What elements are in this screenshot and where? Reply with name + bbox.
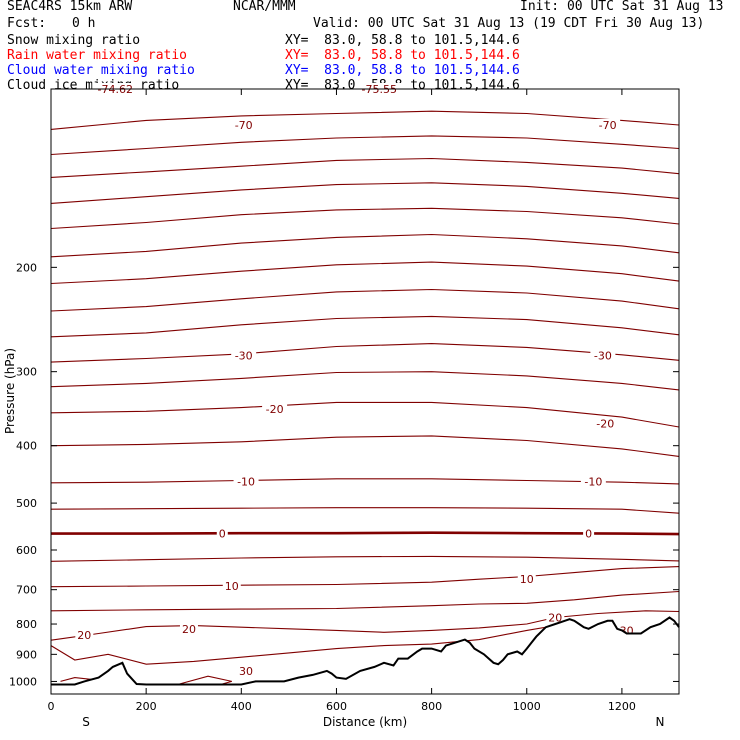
isotherm-line — [50, 343, 680, 363]
isotherm-label: -30 — [594, 350, 612, 363]
isotherm-label-bg — [222, 579, 241, 592]
plot-frame — [50, 88, 680, 695]
field-label-snow: Snow mixing ratio — [7, 33, 141, 48]
forecast-label: Fcst: — [7, 16, 47, 31]
isotherm-label-bg — [590, 349, 616, 362]
field-xy-cloud-water: XY= 83.0, 58.8 to 101.5,144.6 — [285, 63, 520, 78]
isotherm-line — [50, 401, 680, 428]
isotherm-label: -20 — [266, 403, 284, 416]
isotherm-line — [50, 182, 680, 204]
x-tick-label: 800 — [421, 700, 442, 713]
y-tick-label: 800 — [16, 618, 37, 631]
y-tick-label: 600 — [16, 544, 37, 557]
terrain-line — [51, 616, 680, 686]
isotherm-line — [50, 157, 680, 178]
y-tick-label: 1000 — [9, 675, 37, 688]
direction-north-label: N — [656, 715, 665, 729]
terrain-fill — [51, 617, 679, 694]
isotherm-label: 20 — [548, 612, 562, 625]
y-tick-label: 400 — [16, 440, 37, 453]
isotherm-label: 20 — [182, 623, 196, 636]
isotherm-line — [50, 135, 680, 156]
isotherm-label-bg — [546, 611, 565, 624]
isotherm-label-bg — [231, 349, 257, 362]
isotherm-line — [50, 566, 680, 588]
y-tick-label: 300 — [16, 366, 37, 379]
isotherm-line — [50, 207, 680, 230]
isotherm-label-bg — [231, 118, 257, 131]
isotherm-line — [50, 371, 680, 391]
isotherm-label: -70 — [235, 119, 253, 132]
isotherm-label: 0 — [585, 528, 592, 541]
isotherm-line — [179, 675, 232, 685]
y-tick-label: 500 — [16, 497, 37, 510]
isotherm-label: -10 — [237, 476, 255, 489]
isotherm-line — [50, 110, 680, 130]
forecast-hour: 0 h — [72, 16, 96, 31]
isotherm-label: 10 — [225, 580, 239, 593]
x-axis-ticks: 0 200 400 600 800 1000 1200 — [48, 89, 636, 713]
isotherm-line — [50, 435, 680, 457]
isotherm-label-bg — [179, 622, 198, 635]
isotherm-label-bg — [595, 118, 621, 131]
center-name: NCAR/MMM — [233, 0, 296, 14]
x-tick-label: 200 — [136, 700, 157, 713]
isotherm-label-bg — [517, 572, 536, 585]
isotherm-line — [50, 288, 680, 312]
isotherm-line — [50, 478, 680, 485]
isotherm-line — [50, 590, 680, 612]
isotherm-label-bg — [583, 527, 595, 540]
valid-time: Valid: 00 UTC Sat 31 Aug 13 (19 CDT Fri … — [313, 16, 705, 31]
isotherm-label-bg — [75, 629, 94, 642]
isotherm-contours — [50, 110, 680, 685]
isotherm-label: 0 — [219, 528, 226, 541]
isotherm-label: -70 — [599, 119, 617, 132]
x-tick-label: 1200 — [608, 700, 636, 713]
isotherm-line — [51, 531, 680, 536]
field-xy-rain: XY= 83.0, 58.8 to 101.5,144.6 — [285, 48, 520, 63]
x-axis-label: Distance (km) — [323, 715, 407, 729]
y-tick-label: 700 — [16, 584, 37, 597]
isotherm-line — [50, 555, 680, 562]
isotherm-labels: -74.62 -75.55-70 -70-30 -30-20-20-10 -100 010… — [75, 83, 636, 678]
y-tick-label: 900 — [16, 648, 37, 661]
field-label-rain: Rain water mixing ratio — [7, 48, 188, 63]
isotherm-label-bg — [592, 417, 618, 430]
isotherm-line — [50, 261, 680, 285]
isotherm-label-bg — [262, 403, 288, 416]
isotherm-label: -30 — [235, 350, 253, 363]
x-tick-label: 0 — [48, 700, 55, 713]
x-tick-label: 1000 — [513, 700, 541, 713]
x-tick-label: 400 — [231, 700, 252, 713]
isotherm-line — [50, 315, 680, 338]
y-tick-label: 200 — [16, 261, 37, 274]
x-tick-label: 600 — [326, 700, 347, 713]
model-title: SEAC4RS 15km ARW — [7, 0, 133, 14]
isotherm-label: -10 — [584, 476, 602, 489]
isotherm-label-bg — [237, 664, 256, 677]
isotherm-label-bg — [580, 475, 606, 488]
isotherm-label: 10 — [520, 573, 534, 586]
isotherm-label-bg — [233, 475, 259, 488]
field-xy-snow: XY= 83.0, 58.8 to 101.5,144.6 — [285, 33, 520, 48]
isotherm-label: -20 — [596, 418, 614, 431]
terrain-profile — [51, 616, 680, 694]
y-axis-label: Pressure (hPa) — [3, 348, 17, 434]
init-time: Init: 00 UTC Sat 31 Aug 13 — [520, 0, 724, 14]
field-label-cloud-water: Cloud water mixing ratio — [7, 63, 195, 78]
isotherm-label: 30 — [239, 665, 253, 678]
isotherm-label: 20 — [77, 629, 91, 642]
isotherm-line — [50, 610, 680, 641]
isotherm-line — [50, 623, 565, 665]
isotherm-line — [50, 507, 680, 514]
isotherm-line — [50, 233, 680, 258]
direction-south-label: S — [82, 715, 90, 729]
isotherm-label-bg — [216, 527, 228, 540]
